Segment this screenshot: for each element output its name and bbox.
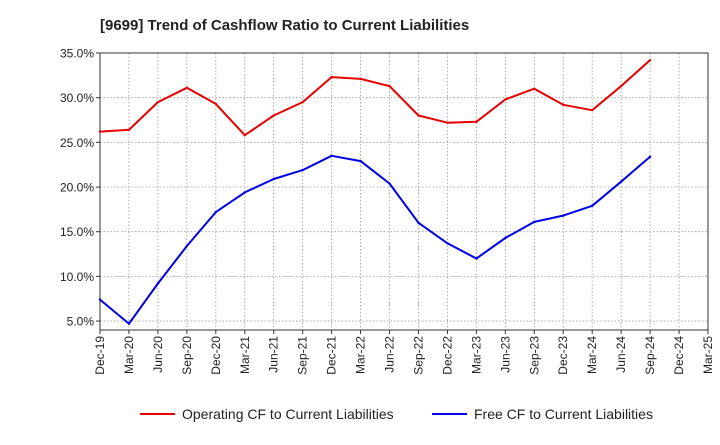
y-tick-label: 15.0% bbox=[60, 225, 94, 239]
data-point bbox=[590, 204, 594, 207]
x-tick-label: Jun-22 bbox=[383, 336, 397, 373]
x-tick-label: Dec-21 bbox=[325, 336, 339, 375]
x-tick-label: Dec-24 bbox=[672, 336, 686, 375]
series-lines bbox=[98, 58, 652, 325]
data-point bbox=[388, 84, 391, 88]
data-point bbox=[475, 257, 478, 260]
x-tick-label: Mar-21 bbox=[238, 336, 252, 374]
data-point bbox=[185, 86, 189, 90]
chart-title: [9699] Trend of Cashflow Ratio to Curren… bbox=[100, 17, 469, 34]
x-tick-label: Dec-22 bbox=[440, 336, 454, 375]
x-tick-label: Sep-20 bbox=[180, 336, 194, 375]
grid-lines bbox=[100, 53, 708, 330]
data-point bbox=[446, 242, 449, 245]
x-tick-label: Jun-23 bbox=[498, 336, 512, 373]
data-point bbox=[98, 298, 102, 301]
y-tick-label: 10.0% bbox=[60, 270, 94, 284]
x-tick-label: Mar-25 bbox=[701, 336, 715, 374]
x-tick-label: Mar-20 bbox=[122, 336, 136, 374]
data-point bbox=[533, 220, 536, 224]
data-point bbox=[619, 84, 623, 88]
data-point bbox=[301, 100, 304, 104]
y-tick-label: 35.0% bbox=[60, 47, 94, 61]
x-tick-label: Dec-23 bbox=[556, 336, 570, 375]
x-tick-label: Dec-20 bbox=[209, 336, 223, 375]
data-point bbox=[301, 168, 304, 172]
x-tick-label: Sep-24 bbox=[643, 336, 657, 375]
y-tick-label: 20.0% bbox=[60, 181, 94, 195]
data-point bbox=[272, 114, 275, 117]
y-tick-label: 25.0% bbox=[60, 136, 94, 150]
y-axis-tick-labels: 5.0% 10.0% 15.0% 20.0% 25.0% 30.0% 35.0% bbox=[60, 47, 100, 329]
data-point bbox=[156, 100, 160, 104]
x-tick-label: Sep-22 bbox=[411, 336, 425, 375]
data-point bbox=[562, 103, 565, 107]
data-point bbox=[504, 98, 507, 101]
x-tick-label: Jun-21 bbox=[267, 336, 281, 373]
data-point bbox=[388, 182, 391, 185]
series-line-operating-cf bbox=[99, 59, 651, 137]
data-point bbox=[127, 128, 131, 132]
data-point bbox=[98, 130, 102, 133]
data-point bbox=[330, 75, 333, 79]
data-point bbox=[417, 114, 420, 117]
data-point bbox=[127, 322, 131, 325]
x-tick-label: Jun-24 bbox=[614, 336, 628, 373]
data-point bbox=[562, 214, 565, 217]
data-point bbox=[475, 120, 478, 124]
data-point bbox=[446, 121, 449, 124]
x-tick-label: Mar-24 bbox=[585, 336, 599, 374]
data-point bbox=[504, 236, 507, 240]
x-tick-label: Sep-21 bbox=[296, 336, 310, 375]
x-tick-label: Sep-23 bbox=[527, 336, 541, 375]
data-point bbox=[359, 159, 362, 163]
x-tick-label: Jun-20 bbox=[151, 336, 165, 373]
plot-area-frame bbox=[99, 52, 709, 331]
data-point bbox=[533, 87, 536, 90]
x-axis-tick-labels: Dec-19 Mar-20 Jun-20 Sep-20 Dec-20 Mar-21 Jun-… bbox=[93, 330, 715, 375]
data-point bbox=[185, 244, 189, 248]
data-point bbox=[417, 221, 420, 224]
y-tick-label: 30.0% bbox=[60, 91, 94, 105]
y-tick-label: 5.0% bbox=[67, 315, 95, 329]
x-tick-label: Mar-22 bbox=[354, 336, 368, 374]
x-tick-label: Dec-19 bbox=[93, 336, 107, 375]
data-point bbox=[214, 210, 218, 214]
data-point bbox=[214, 102, 218, 106]
data-point bbox=[619, 180, 623, 183]
data-point bbox=[359, 77, 362, 81]
legend-label-operating-cf: Operating CF to Current Liabilities bbox=[182, 406, 394, 422]
legend: Operating CF to Current Liabilities Free… bbox=[140, 406, 653, 422]
data-point bbox=[330, 154, 333, 157]
data-point bbox=[648, 58, 652, 62]
data-point bbox=[243, 134, 246, 137]
data-point bbox=[590, 108, 594, 112]
data-point bbox=[648, 155, 652, 158]
series-line-free-cf bbox=[99, 154, 651, 325]
x-tick-label: Mar-23 bbox=[469, 336, 483, 374]
data-point bbox=[243, 191, 246, 194]
data-point bbox=[272, 177, 275, 181]
legend-label-free-cf: Free CF to Current Liabilities bbox=[474, 406, 653, 422]
data-point bbox=[156, 282, 160, 285]
